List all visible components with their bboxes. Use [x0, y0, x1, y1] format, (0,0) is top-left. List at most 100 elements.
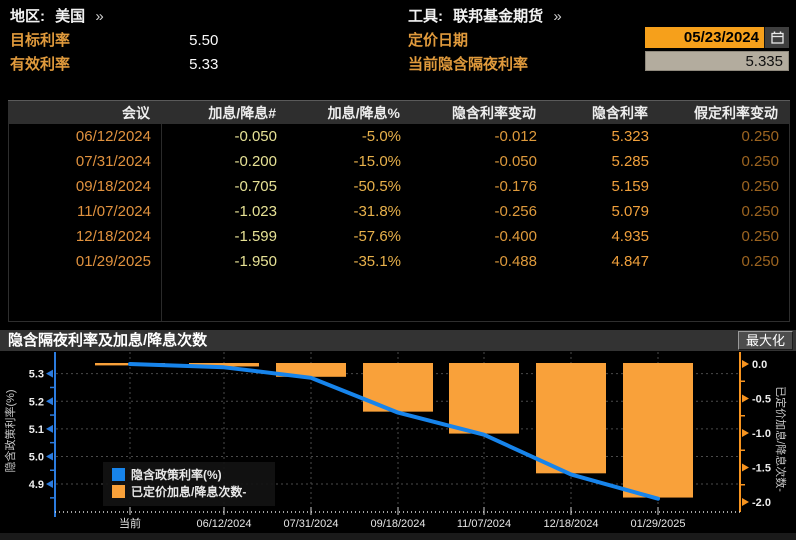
- table-cell: 5.079: [611, 203, 649, 220]
- table-cell: -31.8%: [353, 203, 401, 220]
- x-axis-label: 07/31/2024: [283, 518, 338, 530]
- table-cell: 06/12/2024: [75, 128, 151, 145]
- table-cell: 0.250: [741, 203, 779, 220]
- region-expand-icon[interactable]: »: [95, 8, 104, 25]
- table-cell: 12/18/2024: [75, 228, 151, 245]
- table-cell: 0.250: [741, 228, 779, 245]
- pricing-date-box: 05/23/2024: [645, 27, 789, 48]
- left-tick-arrow-icon: [46, 397, 53, 406]
- left-tick-label: 5.2: [29, 396, 44, 408]
- table-cell: -1.599: [234, 228, 277, 245]
- x-axis-label: 01/29/2025: [630, 518, 685, 530]
- cut-count-bar: [449, 363, 519, 434]
- rate-chart: 5.3 5.2 5.1 5.0 4.9 0.0 -0.5 -1.0 -1.5 -2.0 当前 06/1…: [3, 352, 788, 530]
- legend-box: [103, 462, 275, 506]
- right-tick-arrow-icon: [742, 463, 749, 472]
- table-row[interactable]: 11/07/2024 -1.023 -31.8% -0.256 5.079 0.250: [9, 199, 789, 224]
- right-tick-arrow-icon: [742, 394, 749, 403]
- right-tick-label: 0.0: [752, 359, 767, 371]
- table-cell: -0.050: [234, 128, 277, 145]
- x-axis-label: 当前: [119, 516, 141, 530]
- table-cell: -0.050: [494, 153, 537, 170]
- cut-count-bar: [623, 363, 693, 498]
- calendar-button[interactable]: [764, 27, 789, 48]
- table-cell: -0.400: [494, 228, 537, 245]
- tool-label: 工具:: [408, 8, 443, 25]
- pricing-date-label: 定价日期: [408, 32, 469, 49]
- left-tick-label: 5.0: [29, 451, 44, 463]
- table-row[interactable]: 09/18/2024 -0.705 -50.5% -0.176 5.159 0.250: [9, 174, 789, 199]
- table-row[interactable]: 07/31/2024 -0.200 -15.0% -0.050 5.285 0.250: [9, 149, 789, 174]
- left-tick-arrow-icon: [46, 452, 53, 461]
- left-tick-label: 4.9: [29, 479, 44, 491]
- column-divider: [161, 124, 162, 321]
- right-tick-label: -0.5: [752, 394, 771, 406]
- column-header: 隐含利率变动: [452, 104, 536, 121]
- x-axis-label: 06/12/2024: [196, 518, 251, 530]
- table-cell: 0.250: [741, 153, 779, 170]
- right-tick-arrow-icon: [742, 429, 749, 437]
- table-cell: 4.935: [611, 228, 649, 245]
- left-tick-arrow-icon: [46, 424, 53, 433]
- table-row[interactable]: 12/18/2024 -1.599 -57.6% -0.400 4.935 0.250: [9, 224, 789, 249]
- maximize-button[interactable]: 最大化: [737, 331, 793, 350]
- legend-label: 隐含政策利率(%): [131, 467, 222, 482]
- x-axis-label: 12/18/2024: [543, 518, 598, 530]
- table-body: 06/12/2024 -0.050 -5.0% -0.012 5.323 0.250 07/…: [8, 124, 790, 322]
- x-axis-label: 11/07/2024: [457, 518, 511, 530]
- table-header: 会议 加息/降息# 加息/降息% 隐含利率变动 隐含利率 假定利率变动: [8, 100, 790, 124]
- table-cell: -35.1%: [353, 253, 401, 270]
- table-row[interactable]: 01/29/2025 -1.950 -35.1% -0.488 4.847 0.250: [9, 249, 789, 274]
- left-tick-label: 5.3: [29, 369, 44, 381]
- target-rate-row: 目标利率 5.50: [10, 30, 218, 52]
- tool-row: 工具: 联邦基金期货 »: [408, 6, 562, 28]
- column-header: 隐含利率: [592, 104, 648, 121]
- table-cell: -1.950: [234, 253, 277, 270]
- cut-count-bar: [276, 363, 346, 377]
- table-cell: -0.256: [494, 203, 537, 220]
- region-value[interactable]: 美国: [55, 8, 86, 25]
- region-label: 地区:: [10, 8, 45, 25]
- chart-title: 隐含隔夜利率及加息/降息次数: [8, 332, 208, 349]
- right-tick-label: -1.0: [752, 428, 771, 440]
- cut-count-bar: [189, 363, 259, 367]
- table-cell: 01/29/2025: [75, 253, 151, 270]
- table-cell: 0.250: [741, 253, 779, 270]
- column-header: 假定利率变动: [694, 104, 778, 121]
- meetings-table: 会议 加息/降息# 加息/降息% 隐含利率变动 隐含利率 假定利率变动 06/12/202…: [8, 100, 790, 322]
- table-cell: 5.159: [611, 178, 649, 195]
- table-row[interactable]: 06/12/2024 -0.050 -5.0% -0.012 5.323 0.250: [9, 124, 789, 149]
- right-tick-arrow-icon: [742, 360, 749, 368]
- column-header: 加息/降息#: [208, 104, 276, 121]
- tool-value[interactable]: 联邦基金期货: [453, 8, 544, 25]
- right-tick-label: -1.5: [752, 463, 771, 475]
- left-axis-title: 隐含政策利率(%): [3, 389, 17, 472]
- table-cell: 0.250: [741, 178, 779, 195]
- table-cell: 0.250: [741, 128, 779, 145]
- table-cell: -57.6%: [353, 228, 401, 245]
- tool-expand-icon[interactable]: »: [553, 8, 562, 25]
- cut-count-bar: [536, 363, 606, 474]
- column-header: 会议: [122, 104, 150, 121]
- calendar-icon: [770, 31, 784, 44]
- x-axis-label: 09/18/2024: [370, 518, 425, 530]
- table-cell: -0.176: [494, 178, 537, 195]
- table-cell: 11/07/2024: [77, 203, 151, 220]
- table-cell: 07/31/2024: [75, 153, 151, 170]
- right-tick-label: -2.0: [752, 497, 771, 509]
- table-cell: -0.488: [494, 253, 537, 270]
- table-cell: -5.0%: [361, 128, 401, 145]
- left-tick-arrow-icon: [46, 369, 53, 378]
- table-cell: 5.323: [611, 128, 649, 145]
- right-axis-title: 已定价加息/降息次数-: [774, 386, 788, 492]
- legend-swatch: [112, 468, 125, 481]
- implied-rate-line: [128, 362, 660, 501]
- effective-rate-label: 有效利率: [10, 56, 71, 73]
- pricing-date-input[interactable]: 05/23/2024: [645, 27, 764, 48]
- bottom-edge: [0, 533, 796, 540]
- right-tick-arrow-icon: [742, 498, 749, 506]
- current-implied-field[interactable]: 5.335: [645, 51, 789, 71]
- table-cell: -0.012: [494, 128, 537, 145]
- table-cell: -15.0%: [353, 153, 401, 170]
